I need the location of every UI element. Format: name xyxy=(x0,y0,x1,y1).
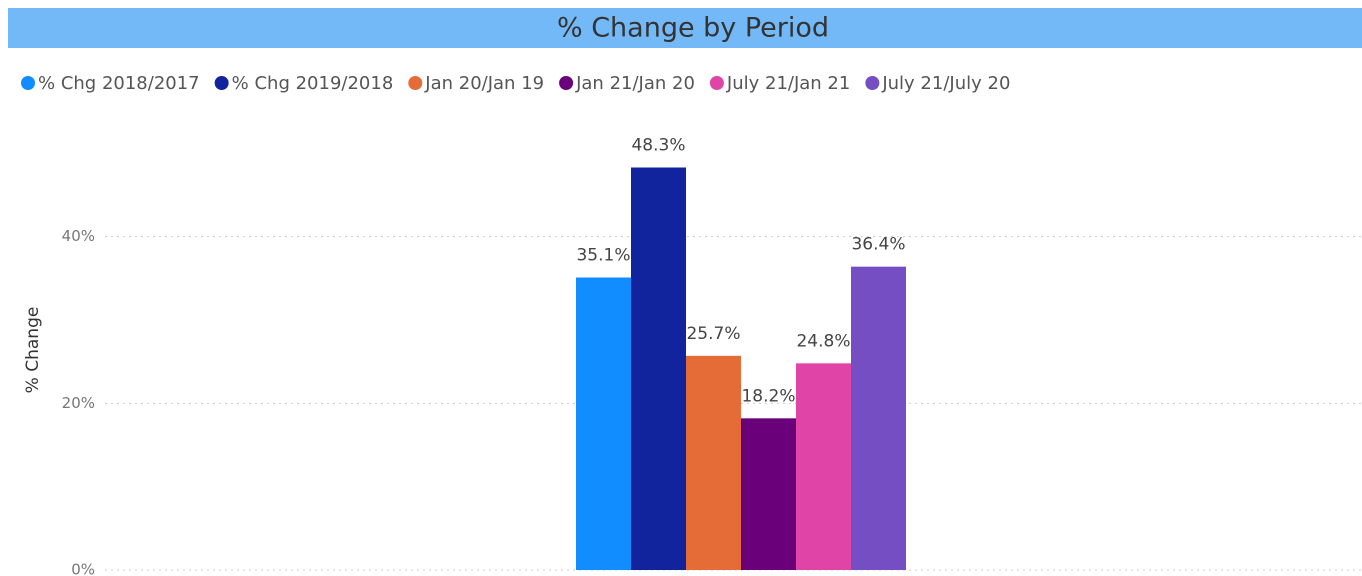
legend-label: % Chg 2018/2017 xyxy=(38,73,200,94)
legend-label: Jan 21/Jan 20 xyxy=(575,73,695,94)
legend-marker xyxy=(559,76,574,90)
bar xyxy=(686,355,741,570)
legend-marker xyxy=(214,76,229,90)
data-label: 35.1% xyxy=(576,246,630,266)
legend-marker xyxy=(21,76,35,90)
y-axis-label: % Change xyxy=(23,307,43,394)
legend-label: % Chg 2019/2018 xyxy=(232,73,394,94)
legend-label: July 21/Jan 21 xyxy=(726,73,850,94)
data-label: 24.8% xyxy=(796,331,850,351)
title-bar xyxy=(8,8,1362,48)
data-label: 18.2% xyxy=(741,386,795,406)
legend-label: July 21/July 20 xyxy=(881,73,1010,94)
legend-marker xyxy=(865,76,880,90)
data-label: 48.3% xyxy=(631,136,685,156)
bar xyxy=(631,167,686,570)
bar xyxy=(741,418,796,570)
y-tick-label: 20% xyxy=(62,394,95,412)
legend-marker xyxy=(709,76,724,90)
data-label: 25.7% xyxy=(686,324,740,344)
chart-title: % Change by Period xyxy=(557,13,829,44)
y-tick-label: 0% xyxy=(71,561,95,576)
legend-marker xyxy=(408,76,423,90)
data-label: 36.4% xyxy=(851,235,905,255)
legend-label: Jan 20/Jan 19 xyxy=(424,73,544,94)
bar xyxy=(796,363,851,570)
bar xyxy=(851,266,906,570)
y-tick-label: 40% xyxy=(62,227,95,245)
bar xyxy=(576,277,631,570)
